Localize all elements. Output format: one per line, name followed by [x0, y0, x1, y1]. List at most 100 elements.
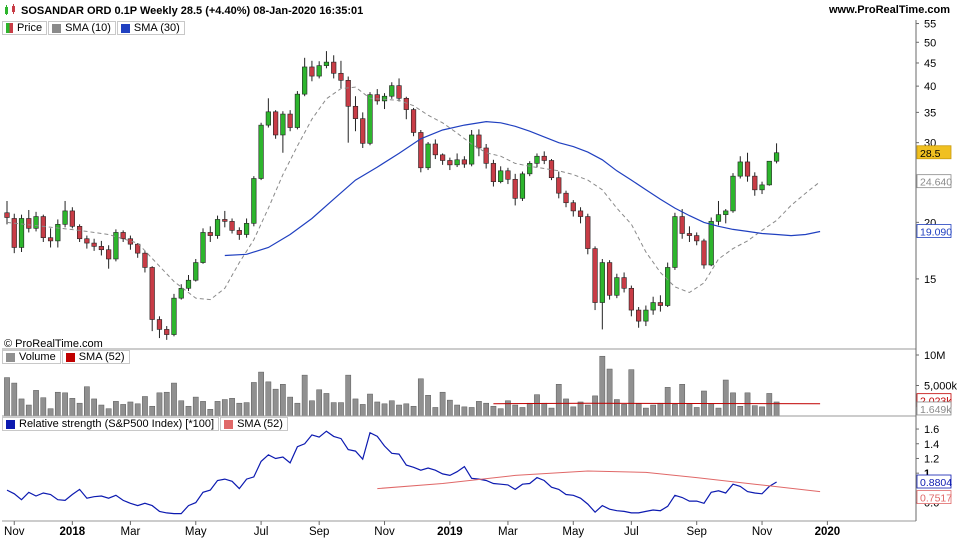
candle-body: [614, 277, 620, 296]
candle-body: [273, 111, 279, 136]
candle-body: [178, 287, 184, 299]
volume-bar: [432, 407, 439, 417]
ticker-icon: [4, 4, 18, 19]
candle-body: [752, 175, 758, 191]
candle-body: [469, 134, 475, 165]
legend-price[interactable]: Price: [2, 21, 48, 35]
volume-bar: [664, 387, 671, 417]
legend-volume[interactable]: Volume: [2, 350, 61, 364]
x-tick-label: May: [185, 526, 207, 538]
price-tick-label: 50: [924, 37, 936, 49]
rs-tick-label: 1: [924, 468, 930, 480]
volume-bar: [519, 407, 526, 417]
volume-bar: [584, 404, 591, 417]
candle-icon: [6, 23, 13, 33]
volume-bar: [744, 392, 751, 417]
rs-tick-label: 1.2: [924, 453, 939, 465]
legend-sma10-label: SMA (10): [65, 22, 111, 34]
volume-bar: [345, 374, 352, 417]
site-url[interactable]: www.ProRealTime.com: [828, 4, 950, 16]
volume-bar: [388, 400, 395, 417]
volume-bar: [657, 402, 664, 417]
candle-body: [316, 65, 322, 77]
rs-tick-label: 1.4: [924, 439, 939, 451]
x-tick-label: Sep: [309, 526, 329, 538]
legend-volume-label: Volume: [19, 351, 56, 363]
volume-bar: [4, 377, 10, 417]
candle-body: [120, 232, 126, 240]
volume-bar: [374, 401, 381, 417]
x-tick-label: Nov: [752, 526, 773, 538]
volume-bar: [454, 404, 460, 417]
legend-rs[interactable]: Relative strength (S&P500 Index) [*100]: [2, 417, 220, 431]
volume-bar: [592, 395, 598, 417]
volume-bar: [323, 393, 330, 417]
volume-bar: [425, 395, 431, 417]
candle-body: [570, 202, 576, 212]
x-tick-label: Sep: [686, 526, 706, 538]
candle-body: [425, 143, 431, 169]
volume-bar: [171, 382, 177, 417]
legend-rs-sma[interactable]: SMA (52): [220, 417, 288, 431]
volume-bar: [737, 405, 744, 417]
candle-body: [519, 173, 526, 199]
volume-bar: [708, 403, 715, 417]
volume-bar: [548, 407, 555, 417]
x-tick-label: Nov: [374, 526, 395, 538]
rs-sma-line: [377, 470, 821, 493]
rs-value-label: 0.8804: [920, 477, 952, 489]
candle-body: [367, 94, 373, 144]
volume-bar: [403, 403, 410, 417]
legend-sma30[interactable]: SMA (30): [116, 21, 185, 35]
x-tick-label: Mar: [121, 526, 141, 538]
candle-body: [403, 97, 409, 110]
x-tick-label: Mar: [498, 526, 518, 538]
legend-rs-sma-label: SMA (52): [237, 418, 283, 430]
candle-body: [26, 218, 32, 229]
volume-bar: [120, 404, 127, 417]
volume-bar: [40, 397, 47, 417]
volume-bar: [338, 402, 344, 417]
candle-body: [62, 210, 68, 225]
candle-body: [193, 262, 199, 281]
candle-body: [40, 216, 46, 238]
x-tick-label: 2018: [60, 526, 86, 538]
volume-bar: [722, 379, 729, 417]
volume-bar: [730, 392, 736, 417]
rs-swatch: [6, 419, 15, 429]
candle-body: [229, 221, 235, 231]
sma10-value-label: 24.640: [920, 177, 952, 189]
price-tick-label: 55: [924, 19, 936, 31]
rs-value-box: [916, 474, 952, 489]
volume-bar: [207, 409, 214, 417]
volume-bar: [236, 402, 243, 417]
candle-body: [563, 192, 569, 204]
sma30-value-box: [916, 224, 952, 238]
candle-body: [476, 134, 482, 149]
volume-bar: [461, 406, 468, 417]
price-tick-label: 40: [924, 81, 936, 93]
candle-body: [214, 219, 221, 236]
sma10-value-box: [916, 174, 952, 189]
candle-body: [135, 243, 141, 254]
candle-body: [55, 224, 61, 242]
candle-body: [766, 160, 772, 186]
volume-bar: [679, 384, 686, 417]
legend-sma10[interactable]: SMA (10): [48, 21, 116, 35]
volume-bar: [69, 398, 76, 417]
volume-tick-label: 5,000k: [924, 381, 958, 393]
volume-bar: [84, 386, 90, 417]
candle-body: [251, 178, 257, 224]
candle-body: [650, 302, 656, 311]
x-tick-label: Nov: [4, 526, 25, 538]
volume-bar: [490, 405, 497, 417]
legend-volume-sma[interactable]: SMA (52): [61, 350, 130, 364]
candle-body: [715, 214, 722, 222]
sma10-line: [6, 86, 821, 301]
volume-bar: [613, 399, 620, 417]
candle-body: [592, 248, 598, 303]
volume-sma-swatch: [65, 352, 75, 362]
candle-body: [258, 124, 264, 179]
volume-bar: [113, 401, 119, 417]
